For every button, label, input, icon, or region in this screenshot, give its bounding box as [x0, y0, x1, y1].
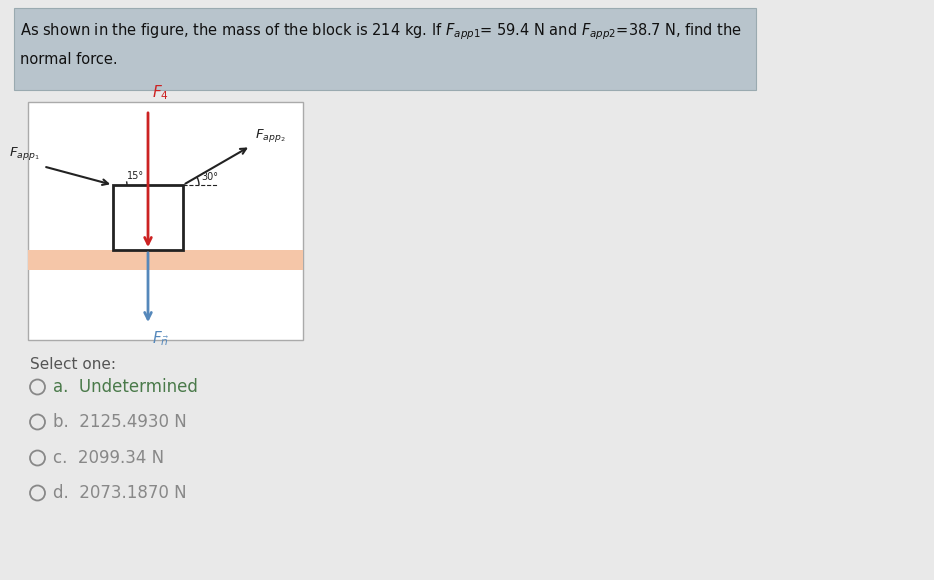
Text: b.  2125.4930 N: b. 2125.4930 N: [53, 413, 187, 431]
Text: 30°: 30°: [201, 172, 218, 182]
Text: a.  Undetermined: a. Undetermined: [53, 378, 198, 396]
Bar: [28, 102, 303, 340]
Bar: [28, 250, 303, 270]
Text: $F_{app_2}$: $F_{app_2}$: [255, 127, 285, 144]
Bar: [14, 8, 756, 90]
Text: $F_{app_1}$: $F_{app_1}$: [8, 146, 39, 162]
Text: 15°: 15°: [127, 171, 144, 181]
Bar: [113, 185, 183, 250]
Text: c.  2099.34 N: c. 2099.34 N: [53, 449, 164, 467]
Text: d.  2073.1870 N: d. 2073.1870 N: [53, 484, 187, 502]
Text: normal force.: normal force.: [20, 53, 118, 67]
Text: $F_4$: $F_4$: [152, 84, 169, 102]
Text: Select one:: Select one:: [30, 357, 116, 372]
Text: As shown in the figure, the mass of the block is 214 kg. If $F_{app1}$= 59.4 N a: As shown in the figure, the mass of the …: [20, 21, 742, 42]
Text: $F_{\vec{n}}$: $F_{\vec{n}}$: [152, 329, 169, 347]
